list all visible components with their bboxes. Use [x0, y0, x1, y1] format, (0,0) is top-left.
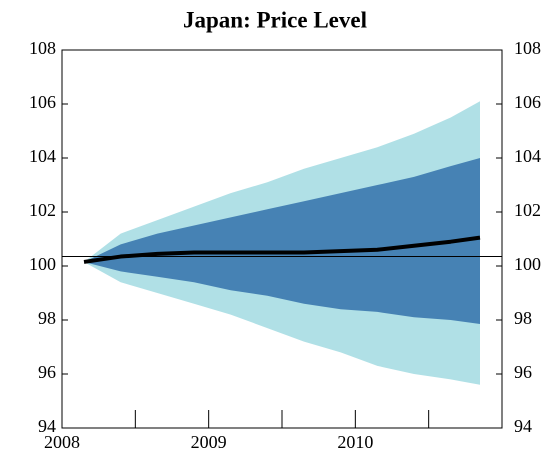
y-tick-label: 98 — [38, 308, 56, 328]
y-tick-label: 96 — [38, 362, 56, 382]
fan-band — [84, 158, 480, 325]
y2-tick-label: 98 — [514, 308, 532, 328]
x-tick-label: 2010 — [337, 432, 373, 452]
x-tick-label: 2008 — [44, 432, 80, 452]
y-tick-label: 100 — [29, 254, 56, 274]
y-tick-label: 94 — [38, 416, 56, 436]
y-tick-label: 106 — [29, 92, 56, 112]
y2-tick-label: 96 — [514, 362, 532, 382]
y2-tick-label: 104 — [514, 146, 541, 166]
y2-tick-label: 102 — [514, 200, 541, 220]
y2-tick-label: 106 — [514, 92, 541, 112]
x-tick-label: 2009 — [191, 432, 227, 452]
line — [83, 235, 481, 264]
y2-tick-label: 100 — [514, 254, 541, 274]
y-tick-label: 102 — [29, 200, 56, 220]
y2-tick-label: 108 — [514, 38, 541, 58]
y-tick-label: 108 — [29, 38, 56, 58]
chart-title: Japan: Price Level — [183, 7, 367, 32]
y-tick-label: 104 — [29, 146, 56, 166]
y2-tick-label: 94 — [514, 416, 532, 436]
